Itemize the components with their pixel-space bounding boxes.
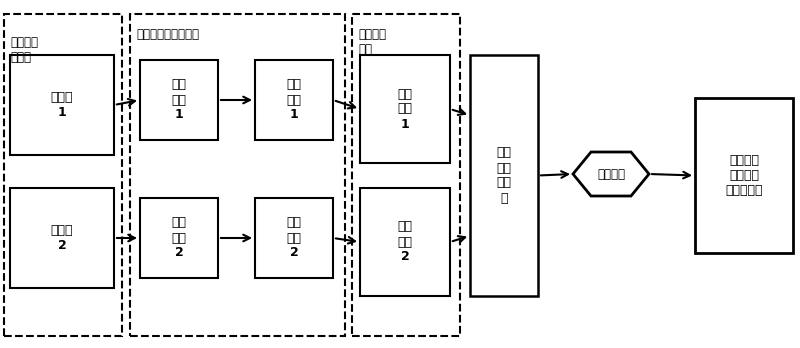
Bar xyxy=(140,60,218,140)
Text: 换能器
2: 换能器 2 xyxy=(50,224,74,252)
Bar xyxy=(140,198,218,278)
Text: 滤波
电路
1: 滤波 电路 1 xyxy=(286,79,302,121)
Bar xyxy=(4,14,122,336)
Bar xyxy=(360,55,450,163)
Text: 光电换能
器模块: 光电换能 器模块 xyxy=(10,36,38,64)
Bar xyxy=(255,198,333,278)
Bar xyxy=(10,188,114,288)
Bar xyxy=(130,14,345,336)
Text: 通讯模块: 通讯模块 xyxy=(597,167,625,181)
Text: 放大
电路
1: 放大 电路 1 xyxy=(171,79,186,121)
Text: 波图数据
处理模块
（计算机）: 波图数据 处理模块 （计算机） xyxy=(726,154,762,197)
Text: 模数
转换
2: 模数 转换 2 xyxy=(398,221,413,263)
Text: 滤波
电路
2: 滤波 电路 2 xyxy=(286,216,302,260)
Bar xyxy=(255,60,333,140)
Polygon shape xyxy=(573,152,649,196)
Bar xyxy=(360,188,450,296)
Text: 换能器
1: 换能器 1 xyxy=(50,91,74,119)
Bar xyxy=(695,98,793,253)
Bar xyxy=(10,55,114,155)
Text: 模数转换
模块: 模数转换 模块 xyxy=(358,28,386,56)
Bar xyxy=(352,14,460,336)
Text: 模拟信号预处理模块: 模拟信号预处理模块 xyxy=(136,28,199,41)
Text: 单片
机控
制模
块: 单片 机控 制模 块 xyxy=(497,147,511,205)
Text: 放大
电路
2: 放大 电路 2 xyxy=(171,216,186,260)
Text: 模数
转换
1: 模数 转换 1 xyxy=(398,87,413,130)
Bar xyxy=(470,55,538,296)
